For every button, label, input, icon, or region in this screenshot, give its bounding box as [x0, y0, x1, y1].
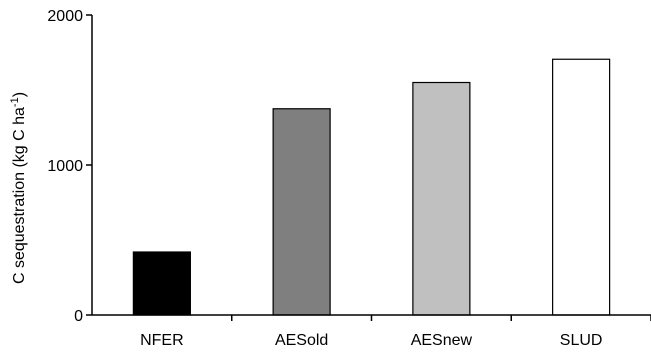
- bar-aesold: [272, 108, 331, 316]
- y-tick-label: 1000: [47, 158, 83, 175]
- y-axis-title-close: ): [11, 92, 28, 97]
- y-tick-label: 2000: [47, 8, 83, 25]
- x-category-label: SLUD: [560, 332, 603, 349]
- x-axis-categories: NFER AESold AESnew SLUD: [140, 315, 651, 349]
- x-category-label: AESnew: [411, 332, 473, 349]
- x-category-label: AESold: [275, 332, 328, 349]
- bar-nfer: [132, 251, 191, 316]
- y-tick-label: 0: [74, 308, 83, 325]
- bars: [132, 58, 611, 316]
- bar-aesnew: [412, 81, 471, 316]
- y-axis-title-text: C sequestration (kg C ha: [11, 107, 28, 284]
- x-category-label: NFER: [140, 332, 184, 349]
- y-axis-title-superscript: -1: [9, 97, 21, 107]
- svg-text:C sequestration (kg C ha-1): C sequestration (kg C ha-1): [9, 92, 28, 284]
- y-axis-ticks: 0 1000 2000: [47, 8, 92, 325]
- y-axis-title: C sequestration (kg C ha-1): [9, 92, 28, 284]
- bar-slud: [552, 58, 611, 316]
